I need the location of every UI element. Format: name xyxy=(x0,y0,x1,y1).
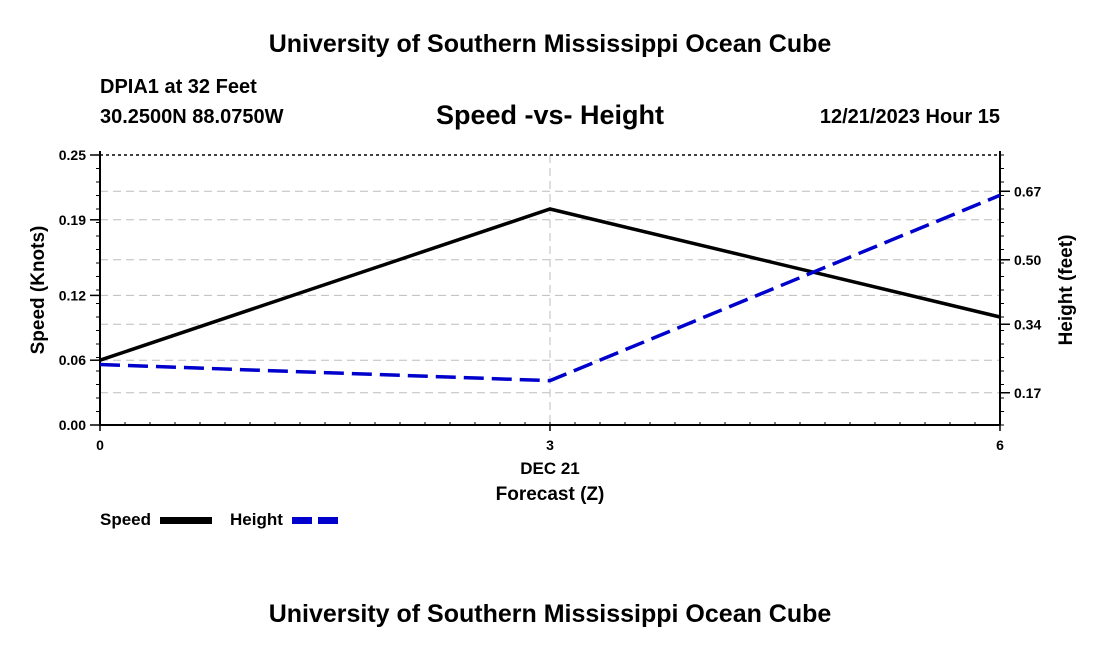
legend-speed-label: Speed xyxy=(100,510,152,529)
series-height-line xyxy=(99,193,1001,383)
right-tick-label: 0.17 xyxy=(1014,385,1041,401)
series-speed-line xyxy=(99,207,1001,362)
right-tick-label: 0.67 xyxy=(1014,183,1041,199)
legend-speed-swatch xyxy=(160,517,212,524)
left-axis-title: Speed (Knots) xyxy=(28,226,49,355)
left-tick-label: 0.12 xyxy=(59,287,86,303)
right-tick-label: 0.50 xyxy=(1014,252,1041,268)
left-tick-label: 0.25 xyxy=(59,147,86,163)
x-date-label: DEC 21 xyxy=(520,459,580,478)
coordinates-label: 30.2500N 88.0750W xyxy=(100,106,284,128)
x-tick-label: 6 xyxy=(996,437,1004,453)
x-tick-label: 0 xyxy=(96,437,104,453)
x-tick-label: 3 xyxy=(546,437,554,453)
station-label: DPIA1 at 32 Feet xyxy=(100,76,257,98)
left-tick-label: 0.00 xyxy=(59,417,86,433)
datetime-label: 12/21/2023 Hour 15 xyxy=(819,106,1000,128)
right-tick-label: 0.34 xyxy=(1014,316,1041,332)
left-tick-label: 0.19 xyxy=(59,212,86,228)
page-title: University of Southern Mississippi Ocean… xyxy=(268,30,832,58)
right-axis-title: Height (feet) xyxy=(1056,235,1077,346)
legend-height-swatch xyxy=(292,517,342,524)
chart-title: Speed -vs- Height xyxy=(435,100,665,130)
legend-height-label: Height xyxy=(230,510,283,529)
left-tick-label: 0.06 xyxy=(59,352,86,368)
x-axis-title: Forecast (Z) xyxy=(496,484,605,505)
footer-title: University of Southern Mississippi Ocean… xyxy=(268,600,832,628)
